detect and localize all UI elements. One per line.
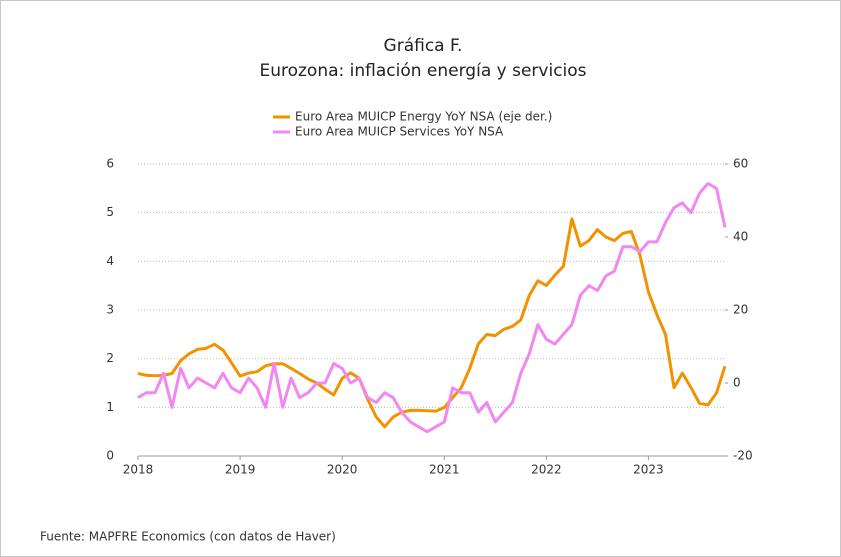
x-tick-label: 2021 — [429, 463, 460, 477]
x-tick-label: 2023 — [633, 463, 664, 477]
y-tick-label: 6 — [106, 157, 114, 171]
y-tick-label: 2 — [106, 351, 114, 365]
source: Fuente: MAPFRE Economics (con datos de H… — [40, 530, 336, 544]
legend-label: Euro Area MUICP Services YoY NSA — [295, 125, 504, 139]
series-line — [137, 217, 727, 429]
chart-title: Gráfica F. — [384, 36, 463, 56]
series-line — [137, 182, 727, 434]
y-tick-label: 1 — [106, 400, 114, 414]
y2-tick-label: 20 — [733, 303, 748, 317]
y2-tick-label: 60 — [733, 157, 748, 171]
y-tick-label: 0 — [106, 449, 114, 463]
y-tick-label: 4 — [106, 254, 114, 268]
x-tick-label: 2019 — [225, 463, 256, 477]
x-tick-label: 2022 — [531, 463, 562, 477]
y-tick-label: 3 — [106, 303, 114, 317]
y-tick-label: 5 — [106, 205, 114, 219]
chart-subtitle: Eurozona: inflación energía y servicios — [259, 61, 586, 81]
y2-tick-label: 40 — [733, 230, 748, 244]
legend-label: Euro Area MUICP Energy YoY NSA (eje der.… — [295, 110, 552, 124]
x-tick-label: 2020 — [327, 463, 358, 477]
x-tick-label: 2018 — [123, 463, 154, 477]
y2-tick-label: 0 — [733, 376, 741, 390]
y2-tick-label: -20 — [733, 449, 753, 463]
